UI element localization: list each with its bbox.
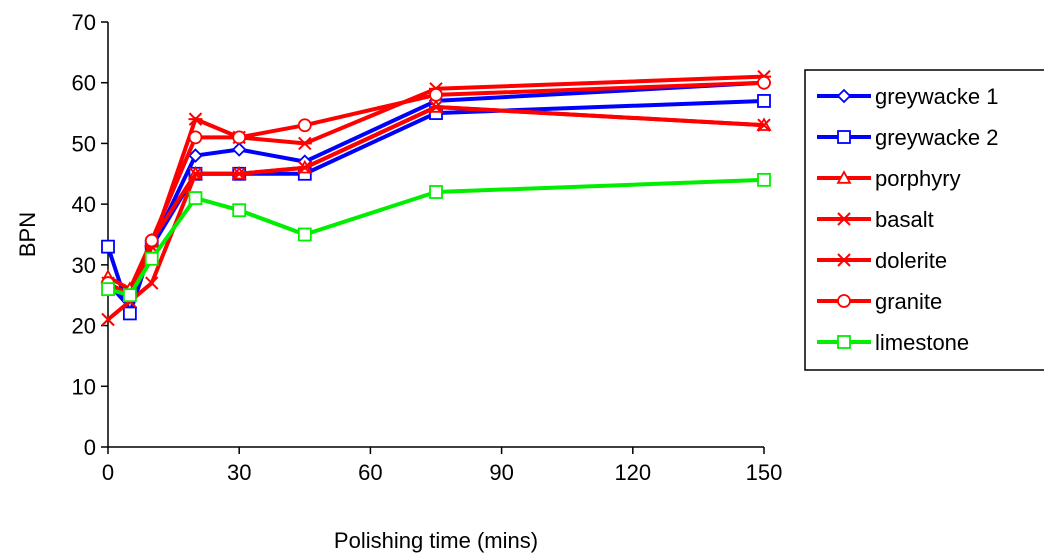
- data-point-greywacke-2: [757, 94, 771, 108]
- y-tick-label: 40: [72, 192, 96, 217]
- y-tick-label: 50: [72, 131, 96, 156]
- legend-swatch-marker: [836, 88, 852, 104]
- data-point-limestone: [297, 227, 312, 242]
- x-tick-label: 120: [614, 460, 651, 485]
- data-point-limestone: [188, 191, 203, 205]
- marker-stroke: [757, 118, 771, 132]
- series-basalt: [101, 100, 771, 327]
- data-point-granite: [232, 130, 247, 145]
- data-point-basalt: [101, 312, 115, 327]
- legend-label: limestone: [875, 330, 969, 355]
- x-tick-label: 90: [489, 460, 513, 485]
- data-point-basalt: [757, 118, 771, 132]
- marker-stroke: [429, 100, 443, 114]
- y-tick-label: 30: [72, 253, 96, 278]
- data-point-greywacke-1: [231, 142, 247, 157]
- y-tick-label: 10: [72, 374, 96, 399]
- x-tick-label: 30: [227, 460, 251, 485]
- data-point-limestone: [757, 172, 771, 187]
- marker-stroke: [232, 167, 246, 181]
- series-limestone: [101, 172, 771, 303]
- data-point-granite: [429, 87, 443, 102]
- series-line-greywacke-2: [106, 98, 765, 316]
- data-point-basalt: [145, 276, 159, 290]
- marker-stroke: [188, 167, 203, 181]
- axes: 0 10 20 30 40 50 60 70 0 30 60 90 120 150: [72, 10, 783, 485]
- legend-swatch-marker: [836, 170, 852, 184]
- legend: greywacke 1 greywacke 2 porphyry basalt dole…: [804, 69, 1044, 371]
- data-point-basalt: [232, 167, 246, 181]
- y-tick-label: 0: [84, 435, 96, 460]
- legend-swatch-marker: [837, 335, 851, 349]
- marker-stroke: [837, 212, 851, 226]
- data-point-limestone: [429, 185, 443, 199]
- legend-swatch-marker: [837, 253, 851, 267]
- legend-swatch-marker: [837, 294, 851, 308]
- data-point-granite: [188, 130, 203, 145]
- x-axis-title: Polishing time (mins): [334, 528, 538, 553]
- data-point-granite: [757, 75, 771, 90]
- data-point-granite: [297, 118, 312, 133]
- legend-item-granite: granite: [817, 289, 942, 314]
- data-point-dolerite: [297, 136, 312, 151]
- data-point-basalt: [188, 167, 203, 181]
- y-tick-label: 70: [72, 10, 96, 35]
- legend-label: greywacke 1: [875, 84, 999, 109]
- marker-stroke: [298, 161, 312, 175]
- legend-item-limestone: limestone: [817, 330, 969, 355]
- legend-swatch-marker: [837, 212, 851, 226]
- legend-item-greywacke-2: greywacke 2: [817, 125, 999, 150]
- legend-swatch-marker: [837, 130, 851, 144]
- marker-stroke: [145, 276, 159, 290]
- data-point-greywacke-2: [101, 239, 115, 254]
- legend-label: dolerite: [875, 248, 947, 273]
- data-point-dolerite: [188, 112, 203, 126]
- data-point-limestone: [122, 288, 137, 303]
- data-point-limestone: [101, 282, 115, 297]
- legend-label: porphyry: [875, 166, 961, 191]
- legend-item-greywacke-1: greywacke 1: [817, 84, 999, 109]
- x-tick-label: 60: [358, 460, 382, 485]
- y-tick-label: 20: [72, 314, 96, 339]
- data-point-basalt: [298, 161, 312, 175]
- legend-label: greywacke 2: [875, 125, 999, 150]
- data-point-greywacke-2: [122, 306, 137, 321]
- y-tick-label: 60: [72, 71, 96, 96]
- data-point-basalt: [429, 100, 443, 114]
- y-axis-title: BPN: [15, 212, 40, 257]
- x-tick-label: 0: [102, 460, 114, 485]
- data-point-limestone: [232, 203, 247, 218]
- x-tick-label: 150: [746, 460, 783, 485]
- series-layer: [100, 69, 772, 327]
- legend-item-dolerite: dolerite: [817, 248, 947, 273]
- legend-item-basalt: basalt: [817, 207, 934, 232]
- legend-label: basalt: [875, 207, 934, 232]
- data-point-greywacke-1: [188, 148, 203, 163]
- data-point-granite: [144, 233, 159, 248]
- series-greywacke-2: [101, 94, 771, 321]
- legend-label: granite: [875, 289, 942, 314]
- legend-item-porphyry: porphyry: [817, 166, 961, 191]
- data-point-limestone: [144, 251, 159, 266]
- marker-stroke: [101, 312, 115, 327]
